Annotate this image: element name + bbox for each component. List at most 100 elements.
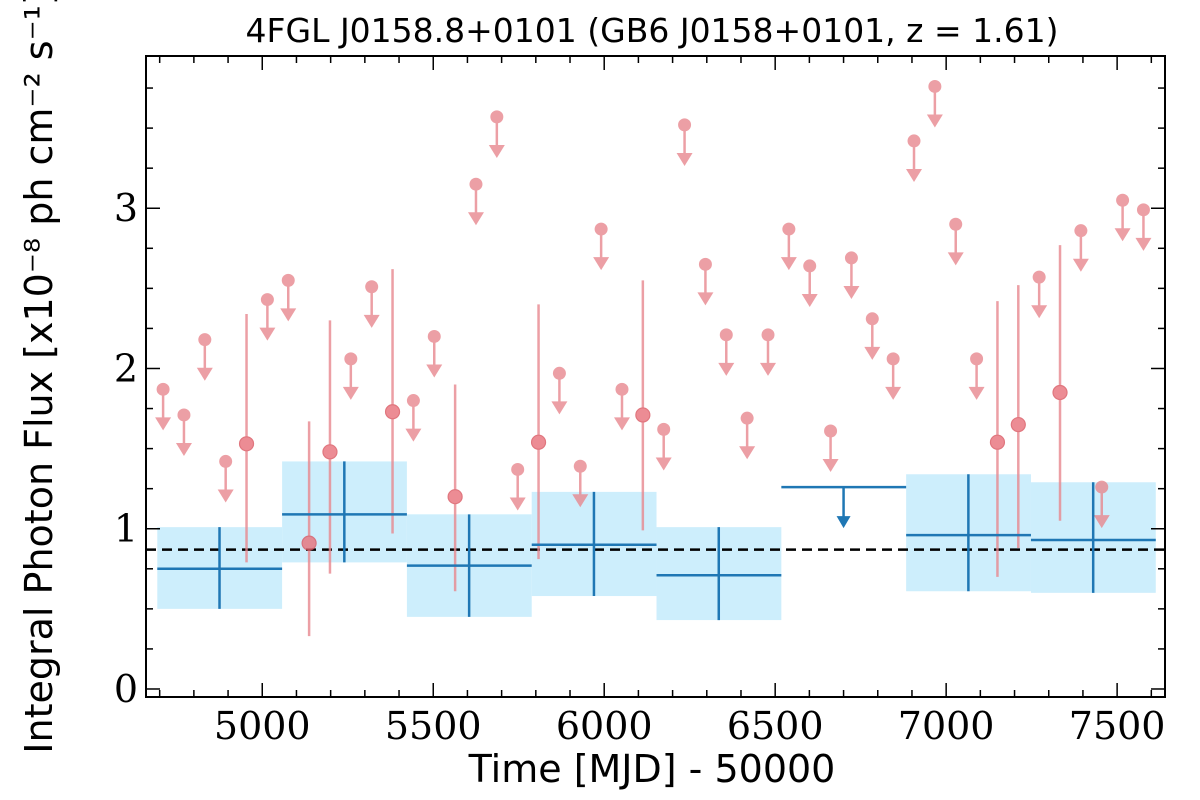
y-axis-label: Integral Photon Flux [x10⁻⁸ ph cm⁻² s⁻¹] (17, 0, 61, 754)
upper-limit-arrowhead (155, 417, 172, 431)
long-bin-point (1030, 482, 1156, 593)
upper-limit-marker (865, 312, 879, 326)
short-bin-point (238, 314, 255, 563)
upper-limit-arrowhead (426, 364, 443, 378)
short-bin-point (1052, 245, 1068, 521)
upper-limit-marker (156, 382, 170, 396)
upper-limit-arrowhead (467, 212, 484, 226)
upper-limit-arrowhead (342, 386, 359, 400)
detection-marker (1010, 416, 1026, 433)
short-bin-point (572, 459, 589, 508)
upper-limit-arrowhead (363, 314, 380, 328)
upper-limit-marker (824, 424, 838, 438)
upper-limit-arrowhead (676, 152, 693, 166)
upper-limit-marker (949, 217, 963, 231)
upper-limit-arrowhead (551, 401, 568, 415)
short-bin-point (801, 259, 818, 307)
short-bin-point (426, 329, 443, 378)
short-bin-point (509, 462, 526, 511)
short-bin-point (613, 382, 630, 431)
long-bin-point (157, 527, 283, 609)
short-bin-point (718, 328, 735, 376)
upper-limit-arrowhead (864, 346, 881, 360)
short-bin-point (1135, 203, 1152, 251)
upper-limit-marker (490, 110, 504, 124)
short-bin-point (196, 333, 213, 381)
upper-limit-arrowhead (1072, 258, 1089, 272)
upper-limit-marker (1074, 224, 1088, 238)
short-bin-point (530, 304, 547, 560)
short-bin-point (843, 251, 860, 299)
upper-limit-arrowhead (593, 257, 610, 271)
short-bin-point (1114, 193, 1131, 242)
short-bin-point (739, 411, 756, 460)
short-bin-point (635, 280, 651, 531)
upper-limit-arrowhead (780, 257, 797, 271)
upper-limit-arrowhead (739, 446, 756, 460)
upper-limit-marker (365, 280, 379, 294)
upper-limit-arrowhead (175, 443, 192, 457)
short-bin-point (1010, 285, 1026, 548)
chart-title: 4FGL J0158.8+0101 (GB6 J0158+0101, z = 1… (246, 11, 1059, 50)
x-tick-label: 7500 (1069, 704, 1166, 748)
upper-limit-marker (219, 454, 233, 468)
upper-limit-marker (970, 352, 984, 366)
short-bin-point (655, 422, 672, 471)
detection-marker (989, 434, 1006, 450)
y-tick-label: 3 (114, 186, 138, 230)
short-bin-point (259, 293, 276, 341)
upper-limit-marker (511, 462, 525, 476)
y-tick-label: 1 (114, 507, 138, 551)
short-bin-point (405, 394, 422, 442)
short-bin-point (676, 118, 693, 166)
upper-limit-arrowhead (196, 367, 213, 381)
upper-limit-marker (594, 222, 608, 236)
detection-marker (301, 535, 317, 551)
short-bin-point (906, 134, 923, 182)
upper-limit-arrowhead (405, 428, 422, 442)
upper-limit-arrowhead (760, 362, 777, 376)
upper-limit-arrowhead (509, 497, 526, 511)
upper-limit-arrowhead (968, 386, 985, 400)
upper-limit-arrowhead (613, 417, 630, 431)
upper-limit-marker (1116, 193, 1130, 207)
short-bin-point (155, 382, 172, 431)
upper-limit-marker (928, 79, 942, 93)
detection-marker (447, 489, 463, 505)
short-bin-point (1072, 224, 1089, 272)
short-bin-point (947, 217, 964, 266)
long-bin-point (906, 474, 1031, 592)
short-bin-point (1031, 270, 1048, 319)
upper-limit-marker (281, 273, 295, 287)
short-bin-point (217, 454, 234, 503)
long-bin-point (531, 491, 657, 597)
x-axis-label: Time [MJD] - 50000 (468, 747, 836, 791)
upper-limit-marker (782, 222, 796, 236)
upper-limit-marker (886, 352, 900, 366)
detection-marker (1052, 384, 1068, 401)
upper-limit-arrowhead (836, 516, 851, 529)
upper-limit-marker (427, 329, 441, 343)
short-bin-point (342, 352, 359, 400)
upper-limit-marker (615, 382, 629, 396)
plot-frame (145, 55, 1166, 698)
detection-marker (530, 434, 547, 450)
short-bin-point (780, 222, 797, 271)
long-bin-point (282, 461, 407, 563)
upper-limit-arrowhead (906, 168, 923, 182)
upper-limit-arrowhead (822, 459, 839, 473)
short-bin-point (488, 110, 505, 158)
upper-limit-marker (844, 251, 858, 265)
short-bin-point (697, 257, 714, 306)
short-bin-series-layer (155, 79, 1152, 637)
long-bin-point (781, 485, 907, 529)
short-bin-point (968, 352, 985, 400)
short-bin-point (467, 177, 484, 226)
upper-limit-marker (907, 134, 921, 148)
upper-limit-arrowhead (697, 292, 714, 306)
short-bin-point (322, 320, 338, 574)
upper-limit-marker (698, 257, 712, 271)
short-bin-point (593, 222, 610, 271)
upper-limit-arrowhead (217, 489, 234, 503)
upper-limit-marker (657, 422, 671, 436)
